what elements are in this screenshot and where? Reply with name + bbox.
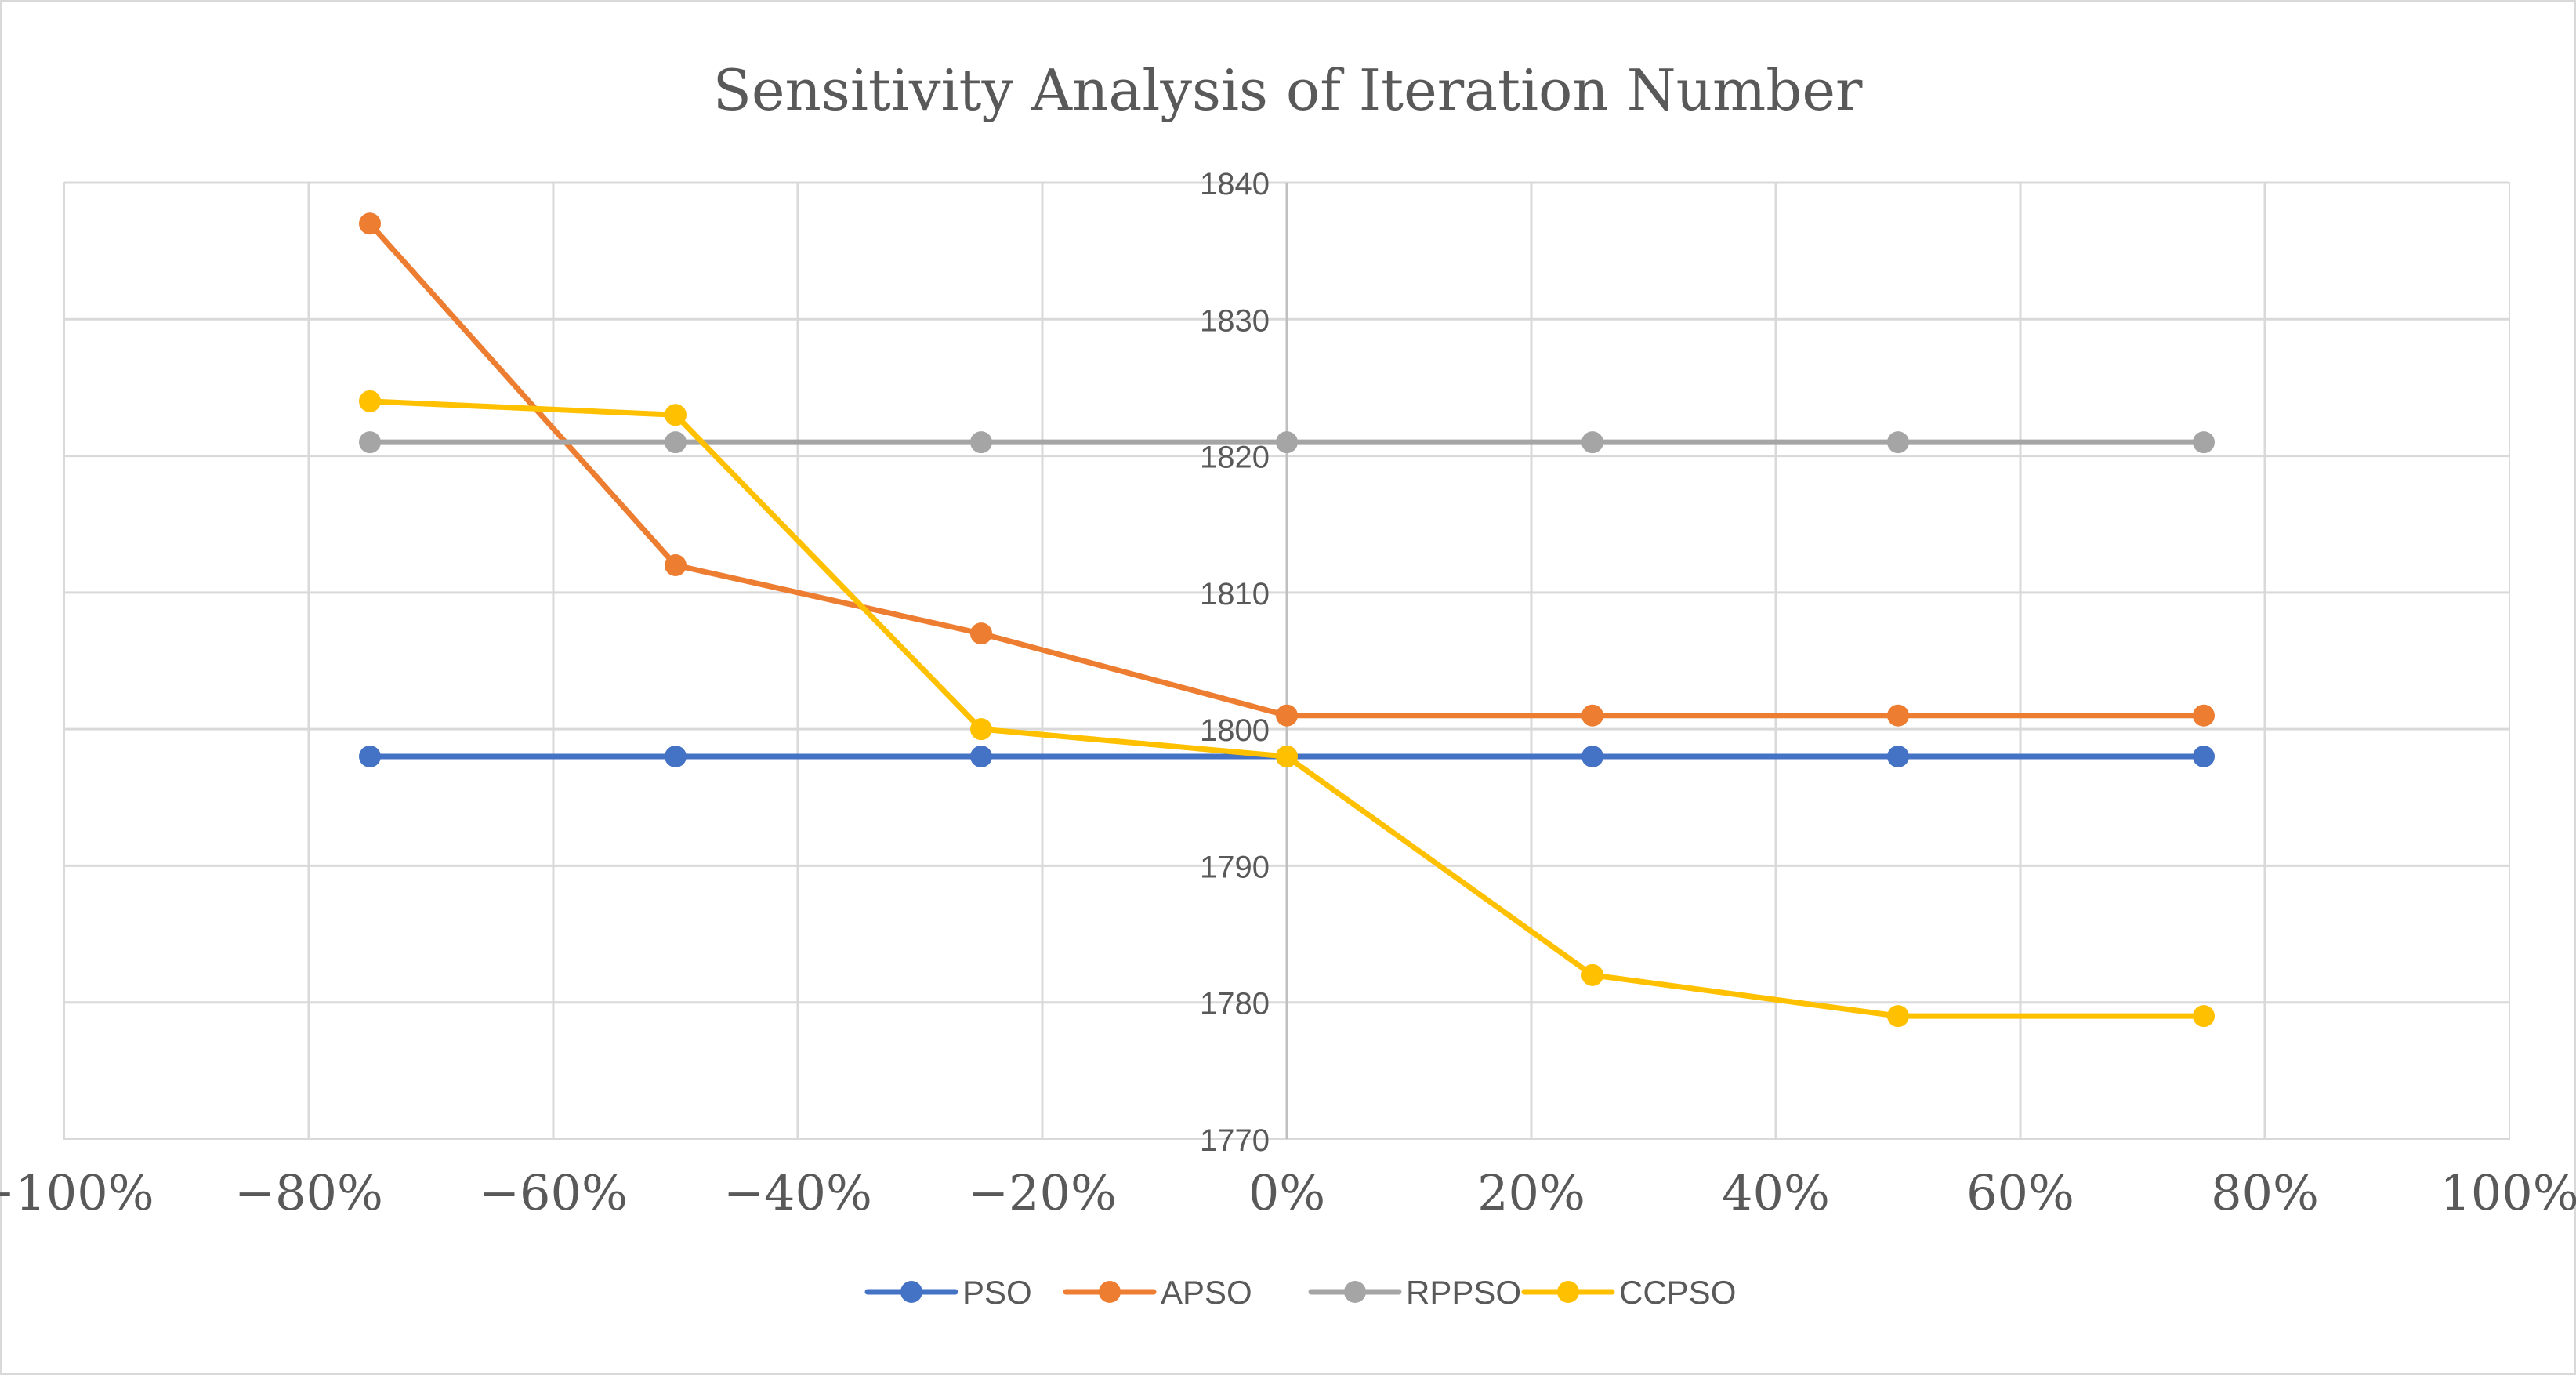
series-layer <box>359 212 2215 1028</box>
x-tick-label: 20% <box>1477 1164 1585 1221</box>
legend-item-rppso: RPPSO <box>1308 1274 1521 1311</box>
data-point-rppso <box>1887 431 1909 454</box>
x-tick-label: −60% <box>479 1164 628 1221</box>
x-gridlines <box>307 183 2266 1139</box>
y-tick-label: 1770 <box>1200 1123 1270 1158</box>
y-tick-label: 1790 <box>1200 850 1270 884</box>
x-tick-label: 80% <box>2211 1164 2319 1221</box>
legend-label-apso: APSO <box>1161 1274 1252 1311</box>
data-point-rppso <box>665 431 687 454</box>
data-point-apso <box>1581 704 1603 727</box>
x-tick-label: −40% <box>723 1164 872 1221</box>
data-point-pso <box>665 746 687 767</box>
x-tick-label: −100% <box>0 1164 154 1221</box>
legend-label-ccpso: CCPSO <box>1619 1274 1736 1311</box>
data-point-apso <box>1887 704 1909 727</box>
legend-marker-ccpso <box>1557 1281 1579 1303</box>
legend-marker-apso <box>1099 1281 1121 1303</box>
data-point-ccpso <box>359 390 381 412</box>
data-point-rppso <box>359 431 381 454</box>
chart-title: Sensitivity Analysis of Iteration Number <box>713 57 1863 123</box>
data-point-ccpso <box>1581 963 1603 986</box>
data-point-rppso <box>1581 431 1603 454</box>
data-point-pso <box>1887 746 1909 767</box>
series-ccpso <box>359 390 2215 1028</box>
data-point-apso <box>2193 704 2215 727</box>
data-point-ccpso <box>1276 746 1298 767</box>
y-tick-label: 1830 <box>1200 303 1270 338</box>
data-point-pso <box>359 746 381 767</box>
legend: PSO APSO RPPSO CCPSO <box>864 1274 1736 1311</box>
y-tick-label: 1840 <box>1200 167 1270 201</box>
y-tick-label: 1780 <box>1200 987 1270 1021</box>
x-tick-labels: −100% −80% −60% −40% −20% 0% 20% 40% 60% 80% 100% <box>0 1164 2576 1221</box>
data-point-pso <box>1581 746 1603 767</box>
y-tick-labels: 1770 1780 1790 1800 1810 1820 1830 1840 <box>1200 167 1270 1158</box>
x-tick-label: 40% <box>1722 1164 1830 1221</box>
legend-label-rppso: RPPSO <box>1406 1274 1521 1311</box>
legend-marker-pso <box>900 1281 922 1303</box>
legend-item-apso: APSO <box>1063 1274 1252 1311</box>
data-point-ccpso <box>665 404 687 426</box>
data-point-rppso <box>970 431 992 454</box>
data-point-pso <box>2193 746 2215 767</box>
data-point-apso <box>970 622 992 645</box>
y-tick-label: 1810 <box>1200 577 1270 611</box>
x-tick-label: 60% <box>1966 1164 2074 1221</box>
data-point-pso <box>970 746 992 767</box>
x-tick-label: 100% <box>2440 1164 2576 1221</box>
y-tick-label: 1820 <box>1200 441 1270 475</box>
x-tick-label: 0% <box>1248 1164 1325 1221</box>
legend-item-pso: PSO <box>864 1274 1032 1311</box>
legend-marker-rppso <box>1344 1281 1366 1303</box>
x-tick-label: −80% <box>234 1164 383 1221</box>
legend-label-pso: PSO <box>962 1274 1032 1311</box>
y-tick-label: 1800 <box>1200 713 1270 748</box>
data-point-ccpso <box>970 718 992 741</box>
data-point-apso <box>359 212 381 235</box>
data-point-ccpso <box>1887 1005 1909 1028</box>
series-apso <box>359 212 2215 727</box>
series-rppso <box>359 431 2215 454</box>
data-point-apso <box>1276 704 1298 727</box>
legend-item-ccpso: CCPSO <box>1521 1274 1736 1311</box>
x-tick-label: −20% <box>968 1164 1117 1221</box>
data-point-rppso <box>1276 431 1298 454</box>
data-point-rppso <box>2193 431 2215 454</box>
data-point-ccpso <box>2193 1005 2215 1028</box>
data-point-apso <box>665 554 687 576</box>
